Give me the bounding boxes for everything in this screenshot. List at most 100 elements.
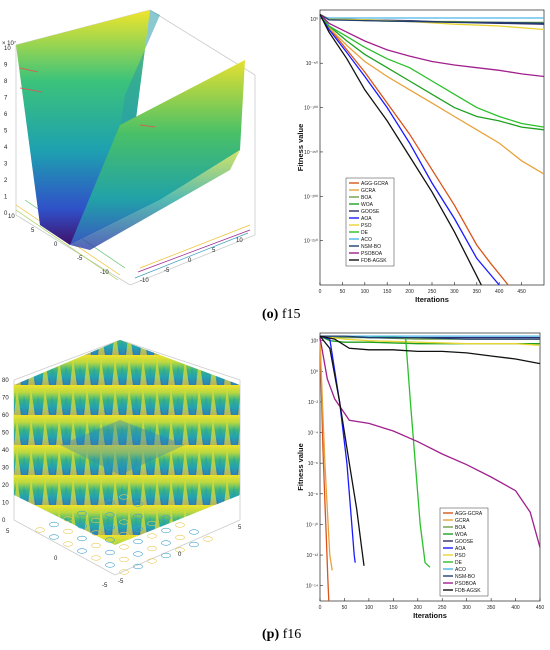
z-tick: 10 (2, 501, 9, 507)
x-tick-label: 150 (389, 605, 398, 611)
x-tick-label: 250 (438, 605, 447, 611)
series-line-pso (319, 335, 541, 346)
z-tick: 4 (4, 145, 8, 151)
legend-label: FDB-AGSK (361, 258, 387, 264)
x-tick-label: 400 (495, 289, 504, 295)
legend-label: NSM-BO (455, 574, 475, 580)
x-tick-label: 450 (517, 289, 526, 295)
y-tick-label: 10⁰ (310, 369, 318, 375)
y-tick-label: 10⁻¹⁰ (306, 522, 318, 528)
series-line-de (319, 14, 545, 128)
x-tick-labels-f15: -10 -5 0 5 10 (140, 238, 243, 284)
z-tick: 9 (4, 63, 8, 69)
series-line-fdb-agsk (319, 14, 482, 286)
legend-label: PSOBOA (455, 581, 477, 587)
legend-label: PSO (455, 553, 466, 559)
surface-right-wall (70, 60, 245, 245)
z-tick: 60 (2, 413, 9, 419)
z-tick: 8 (4, 79, 8, 85)
z-tick: 10 (4, 46, 11, 52)
legend-label: AOA (361, 216, 372, 222)
legend-label: WOA (455, 532, 468, 538)
surface-rastrigin (14, 340, 240, 545)
y-tick-label: 10⁻¹⁵⁰ (304, 150, 318, 156)
z-tick: 50 (2, 431, 9, 437)
y-axis-label: Fitness value (296, 124, 305, 172)
caption-o-text: f15 (278, 307, 301, 322)
z-tick: 6 (4, 112, 8, 118)
y-tick-label: 10⁻⁶ (308, 461, 318, 467)
z-tick: 1 (4, 195, 8, 201)
legend-label: BOA (455, 525, 466, 531)
series-line-aoa (319, 335, 356, 563)
z-tick-labels-f15: 0 1 2 3 4 5 6 7 8 9 10 (4, 46, 11, 217)
x-tick: 0 (188, 258, 192, 264)
convergence-plot-f16: 10² 10⁰ 10⁻² 10⁻⁴ 10⁻⁶ 10⁻⁸ 10⁻¹⁰ 10⁻¹² 10⁻¹⁴ 0 50… (296, 332, 545, 620)
y-tick-labels-f16: 5 0 -5 (6, 529, 108, 589)
y-tick-label: 10⁰ (310, 17, 318, 23)
legend-label: BOA (361, 195, 372, 201)
series-line-agg-gcra (319, 14, 509, 286)
series-line-aco (319, 16, 544, 19)
legend-label: GCRA (455, 518, 470, 524)
x-tick-label: 0 (319, 605, 322, 611)
legend-label: GOOSE (455, 539, 474, 545)
series-line-fdb-agsk-early (319, 335, 365, 566)
series-line-fdb-agsk (319, 335, 541, 365)
x-tick-label: 50 (342, 605, 348, 611)
y-tick-label: 10⁻⁸ (308, 492, 318, 498)
y-tick-label: 10⁻²⁵⁰ (304, 239, 318, 245)
y-tick-label: 10⁻¹² (306, 553, 318, 559)
caption-o-letter: (o) (262, 307, 279, 322)
y-tick: -5 (77, 256, 83, 262)
z-tick: 30 (2, 466, 9, 472)
caption-p-text: f16 (279, 627, 302, 642)
y-tick-labels-f15: 10 5 0 -5 -10 (8, 214, 109, 276)
x-tick-label: 100 (361, 289, 370, 295)
z-tick: 70 (2, 396, 9, 402)
legend-label: PSOBOA (361, 251, 383, 257)
x-tick: 10 (236, 238, 243, 244)
z-tick: 80 (2, 378, 9, 384)
x-tick-label: 350 (487, 605, 496, 611)
series-line-psoboa (319, 337, 541, 548)
x-tick-label: 350 (473, 289, 482, 295)
z-tick: 0 (4, 211, 8, 217)
surface-left-wall (16, 10, 150, 245)
x-tick: 5 (212, 248, 216, 254)
x-tick-label: 200 (414, 605, 423, 611)
legend-label: ACO (455, 567, 466, 573)
series-line-nsm-bo (320, 335, 540, 340)
y-tick: 0 (54, 556, 58, 562)
convergence-plot-f15: 10⁰ 10⁻⁵⁰ 10⁻¹⁰⁰ 10⁻¹⁵⁰ 10⁻²⁰⁰ 10⁻²⁵⁰ 0 50 100 15… (296, 9, 545, 304)
x-tick-label: 450 (536, 605, 545, 611)
series-line-gcra (319, 337, 333, 571)
x-axis-label: Iterations (413, 611, 447, 620)
z-tick: 3 (4, 162, 8, 168)
legend-box (439, 507, 489, 597)
x-tick: 0 (178, 552, 182, 558)
x-tick-label: 0 (319, 289, 322, 295)
floor-contours-f16 (35, 494, 213, 575)
z-tick: 40 (2, 448, 9, 454)
z-tick: 2 (4, 178, 8, 184)
y-tick: 0 (54, 242, 58, 248)
z-exponent-label: × 10⁷ (2, 40, 16, 47)
legend-label: WOA (361, 202, 374, 208)
legend-label: AOA (455, 546, 466, 552)
surface-plot-f15: 0 1 2 3 4 5 6 7 8 9 10 × 10⁷ -10 -5 0 5 10 10 5 0 -5 -10 (2, 9, 256, 286)
legend-label: GOOSE (361, 209, 380, 215)
z-tick: 7 (4, 96, 8, 102)
y-tick-label: 10⁻⁵⁰ (306, 61, 318, 67)
x-tick-label: 300 (450, 289, 459, 295)
x-axis-label: Iterations (415, 295, 449, 304)
series-line-aoa (319, 14, 500, 286)
plot-area (319, 332, 541, 602)
series-line-woa (319, 14, 545, 131)
x-tick-label: 50 (340, 289, 346, 295)
x-tick-label: 150 (383, 289, 392, 295)
x-tick-label: 300 (462, 605, 471, 611)
z-tick: 5 (4, 129, 8, 135)
y-tick-label: 10⁻¹⁴ (306, 584, 318, 590)
